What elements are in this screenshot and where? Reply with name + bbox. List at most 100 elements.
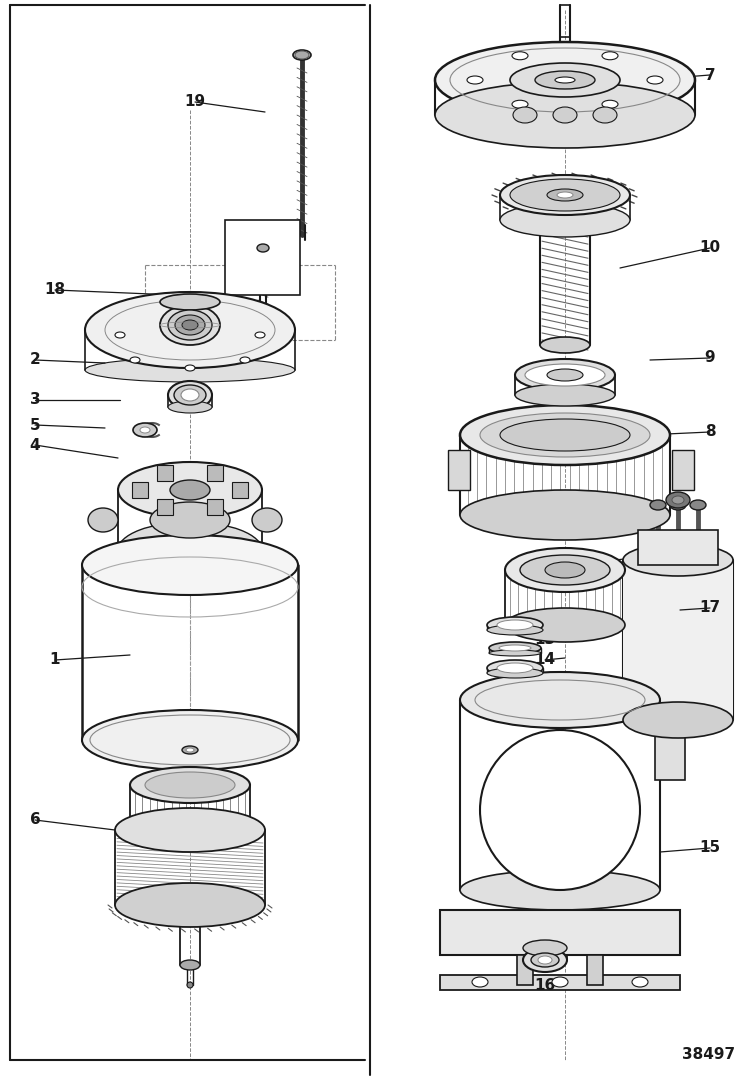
Text: 16: 16 <box>534 977 556 992</box>
Polygon shape <box>623 560 733 720</box>
Ellipse shape <box>505 548 625 592</box>
Ellipse shape <box>510 179 620 211</box>
Ellipse shape <box>460 490 670 540</box>
Bar <box>132 482 148 498</box>
Ellipse shape <box>505 608 625 642</box>
Ellipse shape <box>240 357 250 363</box>
Ellipse shape <box>252 508 282 532</box>
Ellipse shape <box>130 357 140 363</box>
Ellipse shape <box>670 501 686 510</box>
Ellipse shape <box>467 76 483 84</box>
Ellipse shape <box>160 294 220 310</box>
Text: 5: 5 <box>30 417 40 432</box>
Ellipse shape <box>497 663 533 673</box>
Ellipse shape <box>553 107 577 123</box>
Ellipse shape <box>557 192 573 198</box>
Ellipse shape <box>295 51 309 59</box>
Ellipse shape <box>547 189 583 201</box>
Ellipse shape <box>666 492 690 508</box>
Ellipse shape <box>510 63 620 97</box>
Ellipse shape <box>187 982 193 988</box>
Bar <box>440 975 680 990</box>
Ellipse shape <box>690 501 706 510</box>
Ellipse shape <box>185 365 195 371</box>
Ellipse shape <box>602 101 618 108</box>
Bar <box>440 910 680 955</box>
Bar <box>207 465 223 481</box>
Ellipse shape <box>85 292 295 368</box>
Ellipse shape <box>497 620 533 630</box>
Text: 1: 1 <box>50 653 60 667</box>
Ellipse shape <box>623 702 733 738</box>
Text: 4: 4 <box>30 438 40 453</box>
Ellipse shape <box>552 977 568 987</box>
Ellipse shape <box>435 82 695 148</box>
Ellipse shape <box>82 535 298 595</box>
Ellipse shape <box>168 401 212 413</box>
Ellipse shape <box>82 710 298 770</box>
Text: 8: 8 <box>705 425 716 440</box>
Ellipse shape <box>115 808 265 852</box>
Text: 2: 2 <box>30 352 40 368</box>
Ellipse shape <box>538 956 552 964</box>
Text: 9: 9 <box>705 350 716 365</box>
Text: 11: 11 <box>700 543 721 558</box>
Text: 10: 10 <box>700 240 721 255</box>
Ellipse shape <box>168 310 212 341</box>
Ellipse shape <box>255 332 265 338</box>
Bar <box>672 450 694 490</box>
Ellipse shape <box>487 625 543 635</box>
Ellipse shape <box>500 175 630 215</box>
Ellipse shape <box>118 522 262 578</box>
Ellipse shape <box>540 337 590 353</box>
Text: 3: 3 <box>30 392 40 408</box>
Text: 17: 17 <box>700 601 721 615</box>
Ellipse shape <box>489 642 541 654</box>
Bar <box>448 450 470 490</box>
Ellipse shape <box>293 50 311 61</box>
Ellipse shape <box>647 76 663 84</box>
Ellipse shape <box>435 42 695 118</box>
Ellipse shape <box>182 320 198 330</box>
Ellipse shape <box>525 364 605 386</box>
Ellipse shape <box>181 389 199 401</box>
Ellipse shape <box>168 381 212 409</box>
Ellipse shape <box>602 52 618 59</box>
Ellipse shape <box>118 462 262 518</box>
Ellipse shape <box>547 369 583 381</box>
Ellipse shape <box>182 746 198 755</box>
Ellipse shape <box>513 107 537 123</box>
Ellipse shape <box>472 977 488 987</box>
Ellipse shape <box>515 384 615 406</box>
Ellipse shape <box>487 617 543 633</box>
Ellipse shape <box>512 52 528 59</box>
Ellipse shape <box>480 730 640 890</box>
Ellipse shape <box>487 660 543 676</box>
Ellipse shape <box>460 870 660 910</box>
Ellipse shape <box>672 496 684 504</box>
Ellipse shape <box>632 977 648 987</box>
Ellipse shape <box>130 768 250 803</box>
Text: 12: 12 <box>534 613 556 627</box>
Ellipse shape <box>545 562 585 578</box>
Ellipse shape <box>531 953 559 967</box>
Ellipse shape <box>523 940 567 956</box>
Ellipse shape <box>170 480 210 501</box>
Ellipse shape <box>180 960 200 970</box>
Ellipse shape <box>140 427 150 433</box>
Text: 7: 7 <box>705 67 716 82</box>
Text: 14: 14 <box>535 653 556 667</box>
Ellipse shape <box>515 359 615 391</box>
Ellipse shape <box>133 423 157 437</box>
Text: 19: 19 <box>184 94 206 109</box>
Ellipse shape <box>512 101 528 108</box>
Ellipse shape <box>257 244 269 252</box>
Ellipse shape <box>115 332 125 338</box>
Ellipse shape <box>150 502 230 538</box>
Bar <box>232 482 248 498</box>
Ellipse shape <box>460 672 660 728</box>
Ellipse shape <box>500 203 630 237</box>
Text: 15: 15 <box>700 841 721 855</box>
Text: 13: 13 <box>535 632 556 648</box>
Ellipse shape <box>487 668 543 678</box>
